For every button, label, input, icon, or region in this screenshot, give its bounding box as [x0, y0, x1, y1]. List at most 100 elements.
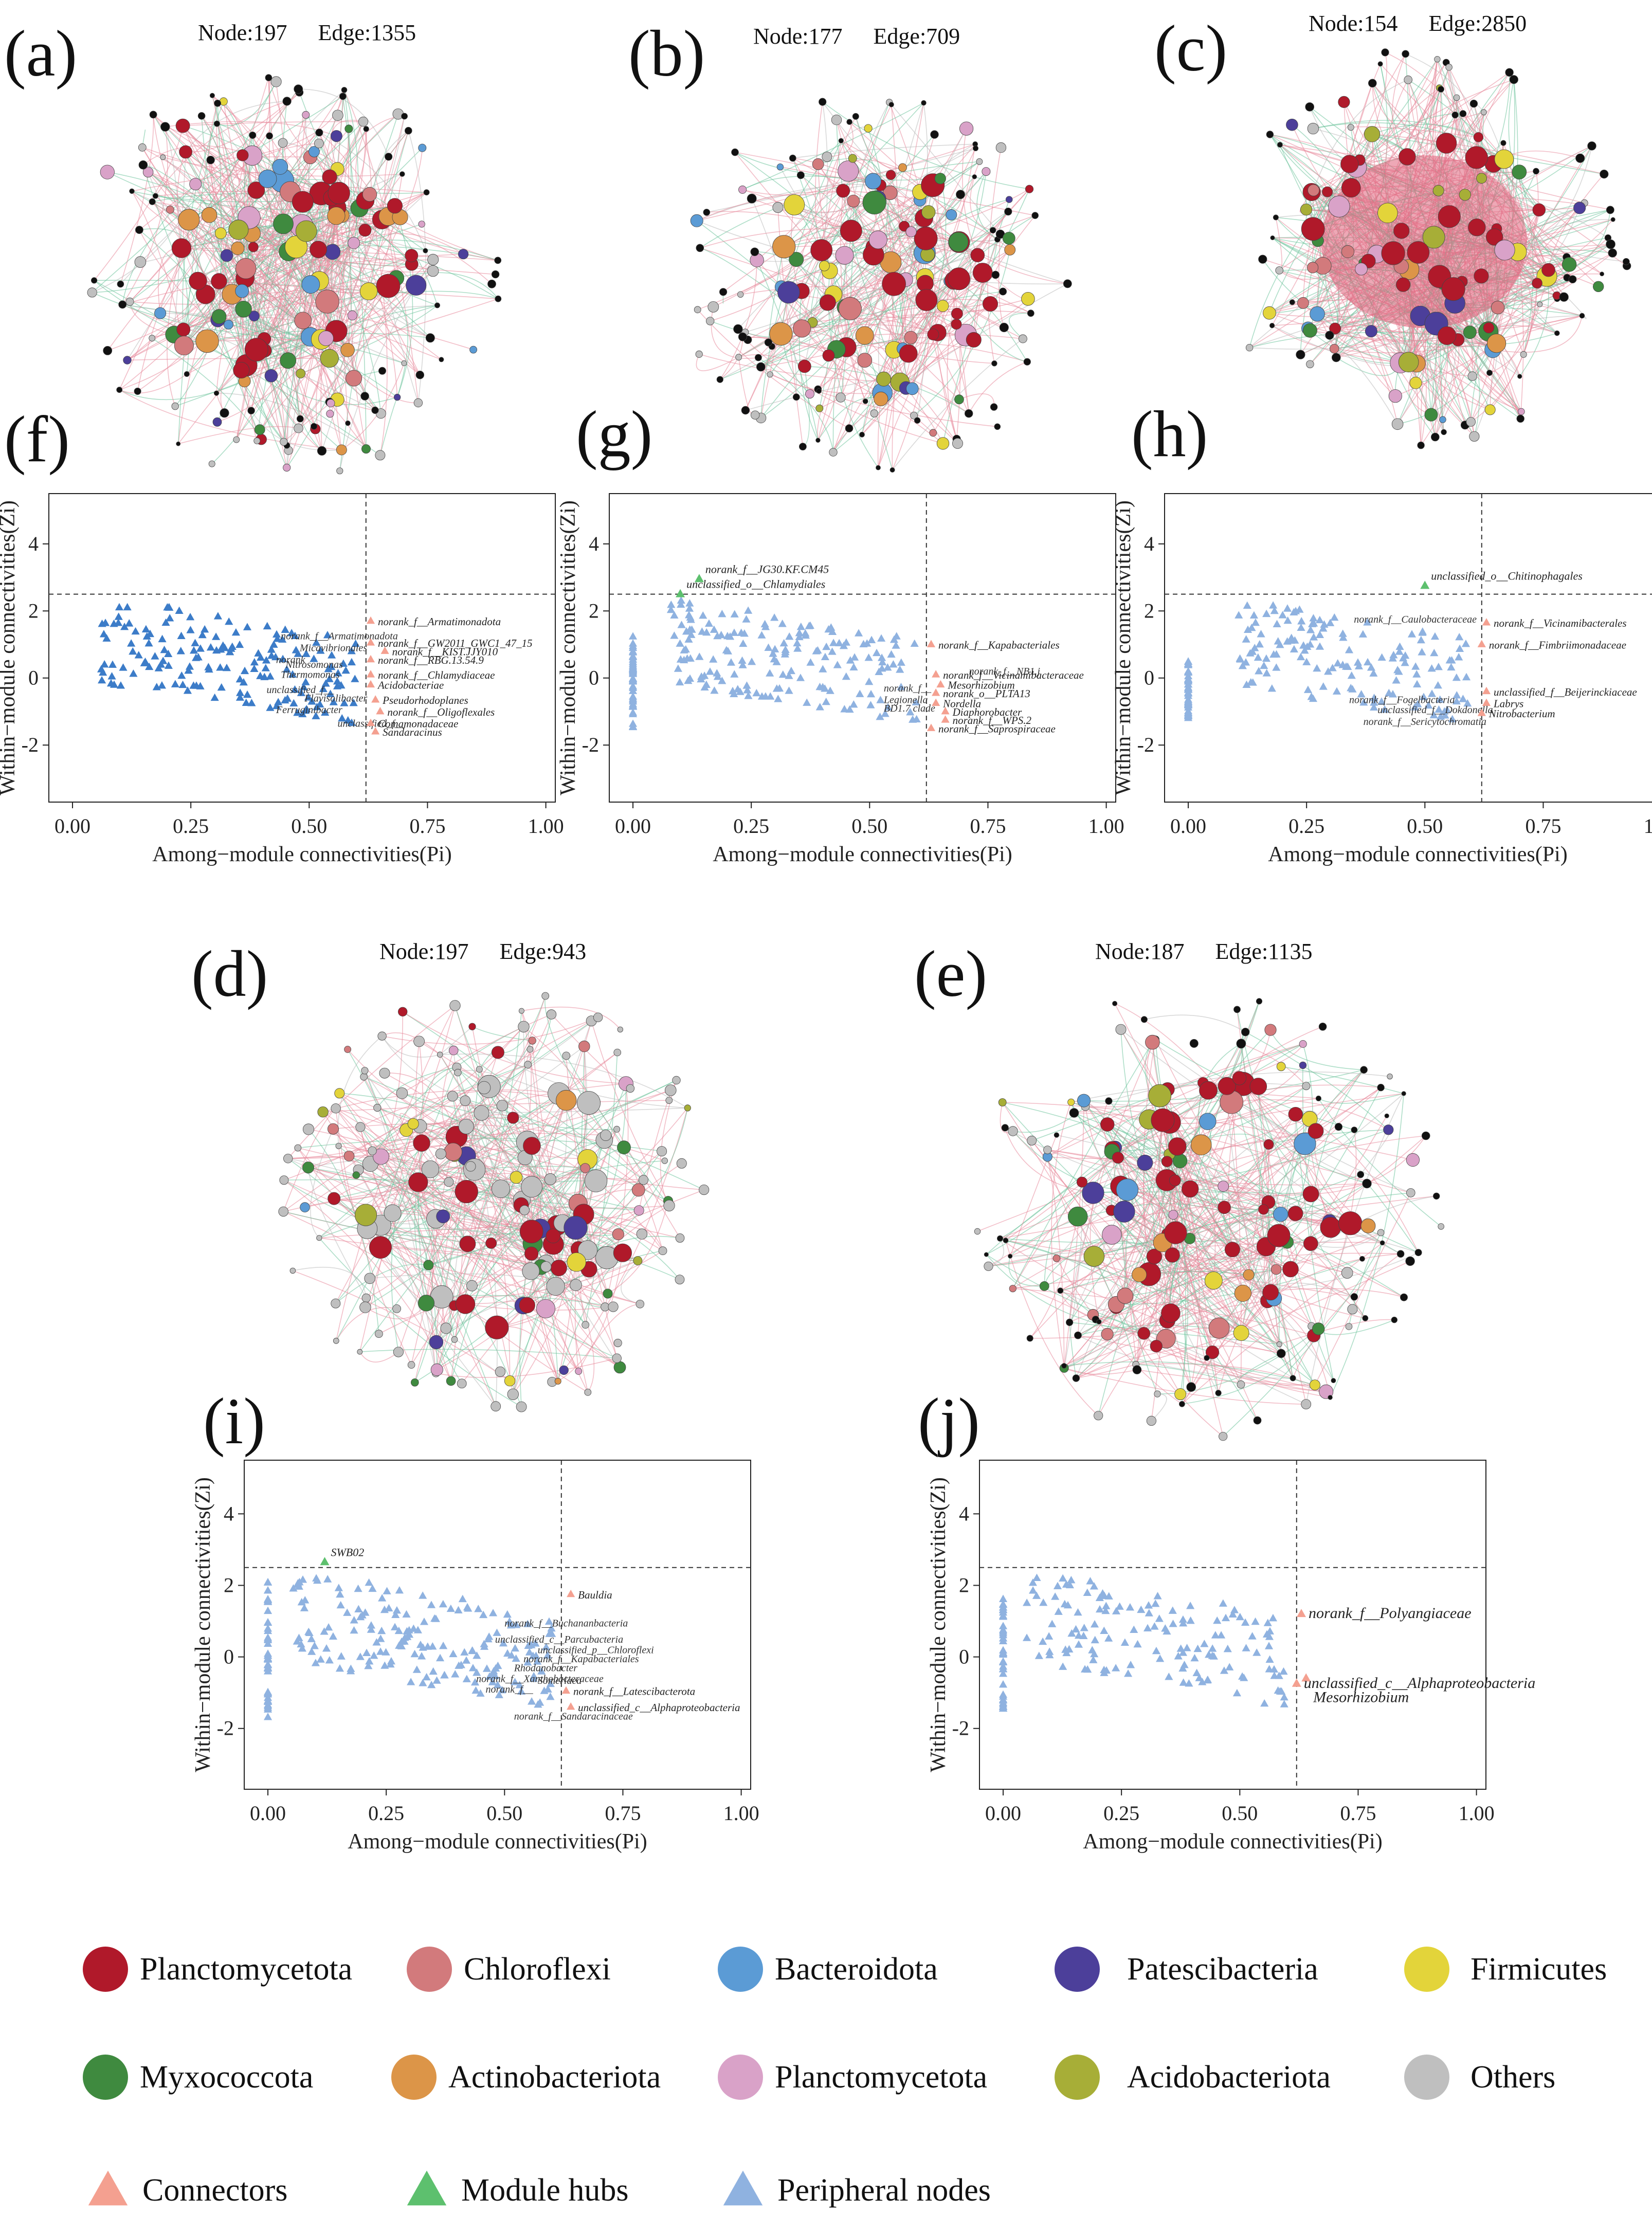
network-node: [793, 394, 800, 401]
network-node: [665, 1085, 676, 1096]
network-node: [91, 278, 97, 283]
network-node: [474, 1105, 489, 1120]
network-node: [302, 1162, 314, 1173]
network-node: [593, 1013, 603, 1022]
network-node: [1204, 1355, 1209, 1360]
network-node: [1399, 149, 1416, 166]
network-node: [811, 240, 832, 261]
network-node: [1391, 1317, 1397, 1323]
network-node: [864, 124, 872, 132]
panel-letter-g: (g): [576, 401, 652, 467]
network-node: [1399, 352, 1419, 372]
network-node: [579, 1041, 590, 1052]
connector-label: norank_f__Saprospiraceae: [938, 723, 1056, 735]
network-node: [799, 443, 806, 450]
network-node: [426, 334, 434, 342]
network-node: [1468, 219, 1486, 236]
network-node: [1175, 1389, 1186, 1400]
network-node: [951, 308, 963, 319]
network-node: [1271, 1264, 1281, 1275]
connector-label: unclassified_f__Beijerinckiaceae: [1494, 686, 1637, 698]
connector-label: norank_f__Kapabacteriales: [938, 639, 1060, 651]
network-node: [1533, 204, 1546, 216]
network-node: [184, 371, 189, 376]
network-node: [756, 362, 765, 371]
network-node: [360, 283, 377, 300]
peripheral-node-label: norank_f__Buchananbacteria: [504, 1618, 628, 1629]
network-node: [1346, 1323, 1352, 1330]
network-node: [302, 276, 320, 294]
network-node: [1169, 1175, 1181, 1186]
legend-label-myxococcota: Myxococcota: [140, 2059, 313, 2096]
network-node: [361, 1067, 368, 1074]
network-node: [1200, 1113, 1217, 1130]
network-node: [983, 296, 997, 311]
network-node: [1068, 1207, 1087, 1226]
network-node: [551, 1260, 567, 1276]
network-node: [1218, 1201, 1231, 1214]
network-node: [639, 1175, 648, 1185]
network-node: [1149, 1084, 1171, 1107]
network-node: [1377, 1084, 1385, 1091]
network-node: [1062, 1364, 1067, 1369]
y-axis-label: Within−module connectivities(Zi): [556, 500, 580, 795]
y-axis-label: Within−module connectivities(Zi): [1112, 500, 1135, 795]
network-node: [770, 322, 792, 345]
network-node: [773, 202, 783, 212]
network-node: [333, 110, 343, 121]
network-node: [916, 289, 937, 311]
network-node: [1562, 258, 1576, 272]
network-graph-a: [67, 57, 509, 494]
network-node: [1137, 1155, 1153, 1170]
network-node: [1341, 155, 1359, 173]
network-node: [877, 372, 891, 386]
y-tick-label: 4: [1144, 532, 1154, 555]
network-node: [1161, 1156, 1172, 1167]
network-node: [393, 1304, 401, 1313]
peripheral-node-label: BD1.7 clade: [884, 703, 935, 714]
network-node: [1161, 1304, 1181, 1323]
network-node: [870, 410, 878, 417]
network-node: [1032, 212, 1039, 219]
network-node: [556, 1090, 576, 1111]
network-node: [547, 1010, 556, 1020]
network-node: [485, 1316, 509, 1339]
x-tick-label: 0.25: [1288, 814, 1324, 838]
network-node: [1283, 1261, 1299, 1277]
module-hub-label: SWB02: [331, 1546, 364, 1558]
network-node: [971, 248, 985, 262]
network-node: [220, 409, 229, 417]
network-node: [255, 425, 265, 435]
connector-label: Sandaracinus: [383, 726, 442, 738]
network-node: [544, 1173, 556, 1185]
network-node: [632, 1184, 645, 1196]
edge-count-c: Edge:2850: [1429, 11, 1527, 36]
network-node: [1452, 112, 1458, 118]
network-node: [997, 1236, 1003, 1241]
legend-item-bacteroidota: Bacteroidota: [717, 1943, 938, 1995]
network-node: [899, 344, 917, 362]
legend-label-bacteroidota: Bacteroidota: [775, 1951, 938, 1988]
network-node: [1384, 1125, 1393, 1135]
network-node: [1290, 300, 1295, 305]
network-node: [190, 178, 202, 190]
network-node: [233, 362, 249, 378]
peripheral-node-label: Rhodanobacter: [514, 1662, 578, 1674]
network-node: [424, 190, 429, 195]
network-node: [520, 1220, 543, 1243]
network-node: [1392, 419, 1403, 430]
network-node: [1518, 408, 1524, 415]
y-tick-label: 2: [959, 1573, 969, 1596]
network-node: [1402, 1092, 1406, 1096]
network-node: [1169, 1210, 1178, 1220]
network-node: [294, 85, 303, 94]
network-node: [1277, 1062, 1285, 1071]
network-node: [1259, 1205, 1269, 1215]
network-node: [1402, 50, 1409, 58]
network-node: [831, 115, 842, 125]
network-node: [1574, 202, 1586, 214]
network-node: [1368, 79, 1376, 87]
network-node: [1215, 1390, 1221, 1396]
node-count-b: Node:177: [753, 24, 843, 49]
